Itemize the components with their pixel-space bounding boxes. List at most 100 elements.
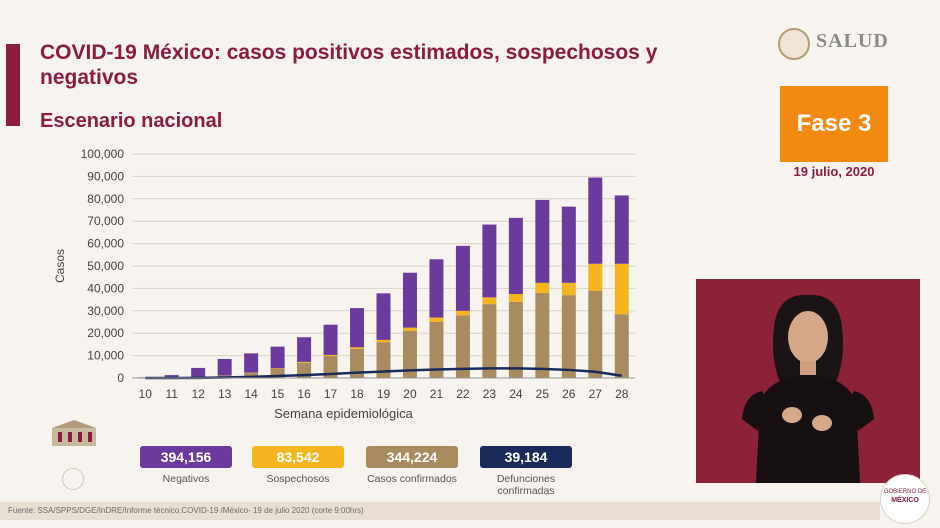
x-tick-label: 16 bbox=[297, 387, 311, 401]
page-title: COVID-19 México: casos positivos estimad… bbox=[40, 41, 658, 89]
bar-segment bbox=[535, 292, 550, 378]
emblem-icon bbox=[62, 468, 84, 490]
x-tick-label: 25 bbox=[536, 387, 550, 401]
x-tick-label: 10 bbox=[139, 387, 153, 401]
y-tick-label: 20,000 bbox=[87, 326, 124, 340]
building-icon bbox=[52, 420, 96, 446]
bar-segment bbox=[482, 224, 497, 298]
page-subtitle: Escenario nacional bbox=[40, 110, 223, 132]
x-tick-label: 27 bbox=[589, 387, 603, 401]
bar-segment bbox=[429, 317, 444, 322]
bar-segment bbox=[508, 217, 523, 294]
x-tick-label: 23 bbox=[483, 387, 497, 401]
bar-segment bbox=[561, 206, 576, 283]
y-tick-label: 100,000 bbox=[81, 147, 125, 161]
bar-segment bbox=[270, 369, 285, 378]
x-tick-label: 28 bbox=[615, 387, 629, 401]
y-tick-label: 80,000 bbox=[87, 192, 124, 206]
bar-segment bbox=[323, 354, 338, 357]
bar-segment bbox=[588, 290, 603, 378]
report-date: 19 julio, 2020 bbox=[793, 164, 875, 179]
y-tick-label: 90,000 bbox=[87, 169, 124, 183]
bar-segment bbox=[482, 297, 497, 305]
stat-confirmados: 344,224 Casos confirmados bbox=[366, 446, 458, 485]
x-tick-label: 12 bbox=[192, 387, 206, 401]
y-axis-title: Casos bbox=[53, 249, 67, 283]
x-tick-label: 22 bbox=[456, 387, 470, 401]
stat-label: Casos confirmados bbox=[367, 473, 457, 485]
mx-logo-line1: GOBIERNO DE bbox=[883, 489, 927, 495]
x-tick-label: 13 bbox=[218, 387, 232, 401]
bar-segment bbox=[402, 272, 417, 328]
salud-logo-text: SALUD bbox=[816, 30, 889, 52]
source-footer: Fuente: SSA/SPPS/DGE/InDRE/Informe técni… bbox=[0, 502, 880, 520]
x-axis-title: Semana epidemiológica bbox=[274, 406, 414, 421]
y-tick-label: 70,000 bbox=[87, 214, 124, 228]
bar-segment bbox=[376, 293, 391, 340]
stat-label: Defunciones confirmadas bbox=[496, 473, 556, 497]
bar-segment bbox=[614, 263, 629, 315]
y-tick-label: 50,000 bbox=[87, 259, 124, 273]
bar-segment bbox=[270, 368, 285, 370]
y-tick-label: 0 bbox=[117, 371, 124, 385]
x-tick-label: 18 bbox=[350, 387, 364, 401]
bar-segment bbox=[614, 195, 629, 264]
bar-segment bbox=[350, 308, 365, 348]
stat-value: 344,224 bbox=[366, 446, 458, 468]
bar-segment bbox=[535, 199, 550, 283]
bar-segment bbox=[376, 339, 391, 343]
y-tick-label: 30,000 bbox=[87, 304, 124, 318]
bar-segment bbox=[588, 177, 603, 264]
salud-logo: SALUD bbox=[778, 28, 908, 64]
x-tick-label: 24 bbox=[509, 387, 523, 401]
bar-segment bbox=[561, 295, 576, 378]
stat-sospechosos: 83,542 Sospechosos bbox=[252, 446, 344, 485]
bar-segment bbox=[297, 361, 312, 363]
mx-logo-line2: MÉXICO bbox=[891, 497, 919, 504]
x-tick-label: 14 bbox=[244, 387, 258, 401]
stat-value: 83,542 bbox=[252, 446, 344, 468]
bar-segment bbox=[350, 348, 365, 378]
bar-segment bbox=[297, 337, 312, 362]
bar-segment bbox=[508, 294, 523, 302]
stat-negativos: 394,156 Negativos bbox=[140, 446, 232, 485]
bar-segment bbox=[164, 375, 179, 378]
bar-segment bbox=[455, 310, 470, 316]
stat-label: Negativos bbox=[162, 473, 210, 485]
gobierno-mexico-logo: GOBIERNO DE MÉXICO bbox=[880, 474, 930, 524]
x-tick-label: 11 bbox=[165, 387, 178, 401]
bar-segment bbox=[429, 322, 444, 378]
bar-segment bbox=[482, 304, 497, 378]
bar-segment bbox=[402, 327, 417, 331]
bar-segment bbox=[244, 373, 259, 378]
bar-segment bbox=[217, 358, 232, 376]
bar-segment bbox=[455, 245, 470, 311]
phase-badge: Fase 3 bbox=[780, 86, 888, 162]
bar-segment bbox=[270, 346, 285, 369]
bar-segment bbox=[561, 282, 576, 296]
bar-segment bbox=[323, 324, 338, 355]
stat-value: 39,184 bbox=[480, 446, 572, 468]
x-tick-label: 21 bbox=[430, 387, 444, 401]
interpreter-figure bbox=[742, 294, 874, 483]
bar-segment bbox=[376, 342, 391, 378]
x-tick-label: 20 bbox=[403, 387, 417, 401]
x-tick-label: 15 bbox=[271, 387, 285, 401]
bar-segment bbox=[191, 367, 206, 378]
stat-value: 394,156 bbox=[140, 446, 232, 468]
stats-row: 394,156 Negativos 83,542 Sospechosos 344… bbox=[140, 446, 600, 502]
bar-segment bbox=[244, 353, 259, 373]
stacked-bar-chart: 0 10,000 20,000 30,000 40,000 50,000 60,000 70,… bbox=[53, 147, 635, 421]
x-tick-label: 26 bbox=[562, 387, 576, 401]
bar-segment bbox=[508, 301, 523, 378]
x-tick-label: 17 bbox=[324, 387, 338, 401]
bar-segment bbox=[323, 356, 338, 378]
y-tick-label: 40,000 bbox=[87, 281, 124, 295]
bar-segment bbox=[535, 282, 550, 293]
interpreter-video bbox=[696, 279, 920, 483]
bar-segment bbox=[402, 330, 417, 378]
stat-defunciones: 39,184 Defunciones confirmadas bbox=[480, 446, 572, 497]
bar-segment bbox=[455, 315, 470, 378]
accent-bar bbox=[6, 44, 20, 126]
y-tick-label: 60,000 bbox=[87, 237, 124, 251]
